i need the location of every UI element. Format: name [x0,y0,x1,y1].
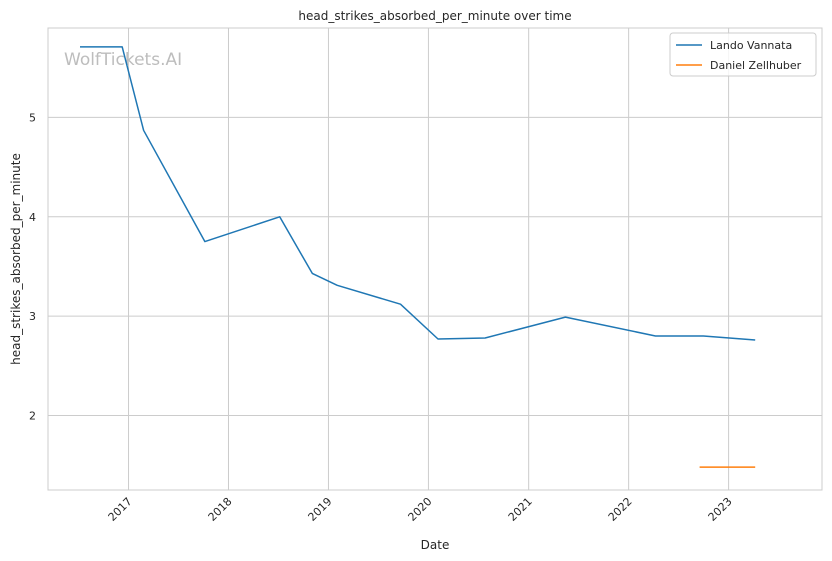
legend: Lando Vannata Daniel Zellhuber [669,32,817,77]
x-axis-label: Date [421,538,450,552]
y-tick-label: 2 [29,409,36,422]
y-tick-labels: 2 3 4 5 [29,111,36,422]
series-layer [80,46,756,468]
y-axis-label: head_strikes_absorbed_per_minute [9,153,23,365]
legend-box [669,32,817,77]
legend-label: Daniel Zellhuber [710,59,802,72]
y-tick-label: 3 [29,310,36,323]
plot-frame [47,27,823,491]
y-tick-label: 5 [29,111,36,124]
series-line-lando-vannata [80,46,756,341]
y-tick-label: 4 [29,211,36,224]
y-gridlines [48,116,822,416]
legend-label: Lando Vannata [710,39,792,52]
chart-title: head_strikes_absorbed_per_minute over ti… [298,9,571,23]
x-gridlines [128,28,730,490]
watermark: WolfTickets.AI [64,50,182,70]
